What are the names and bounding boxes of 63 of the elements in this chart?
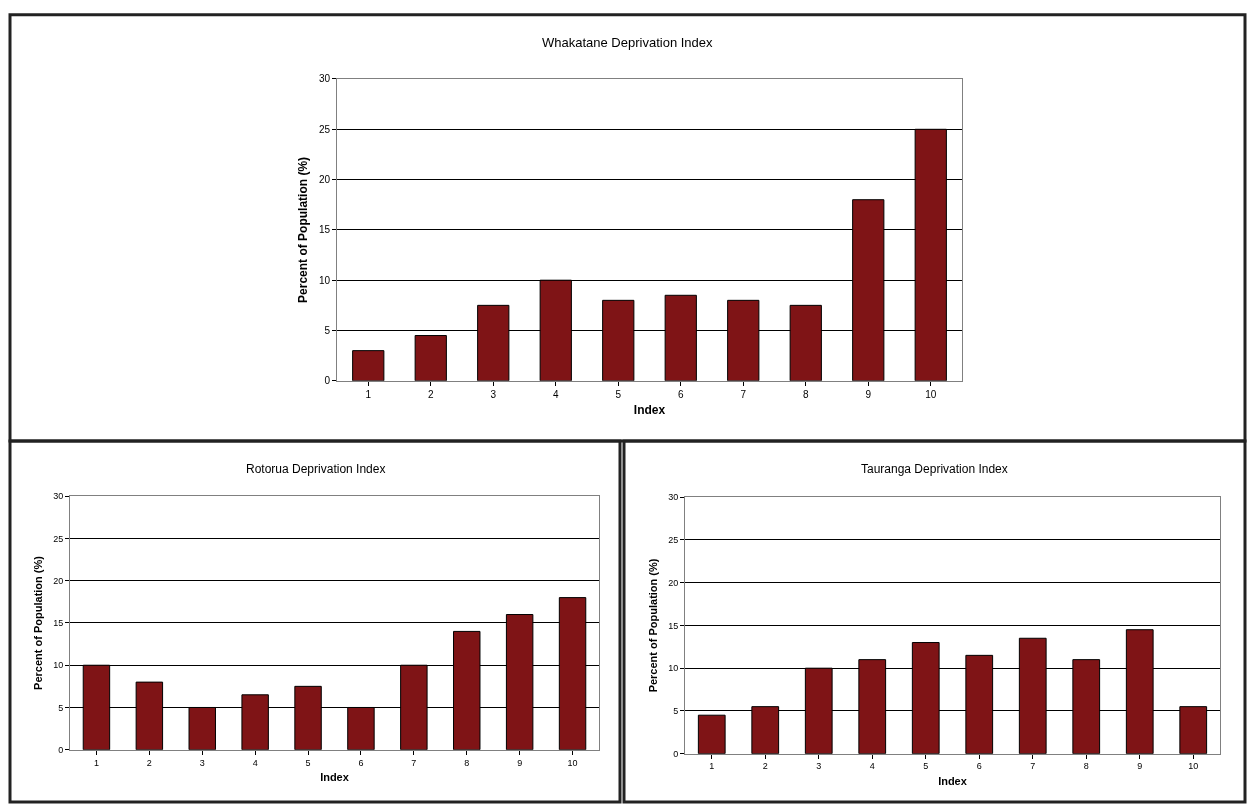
x-tick-label: 5: [923, 761, 929, 772]
bar: [414, 335, 447, 381]
x-axis-title: Index: [633, 402, 666, 417]
y-tick-label: 30: [318, 73, 331, 85]
x-tick-label: 3: [490, 388, 497, 400]
x-tick-label: 9: [865, 388, 872, 400]
y-tick-label: 15: [318, 224, 331, 236]
x-tick-label: 10: [1188, 761, 1199, 772]
y-tick-label: 30: [53, 491, 64, 502]
x-tick-label: 7: [411, 757, 417, 768]
y-tick-label: 15: [668, 620, 679, 631]
x-tick-label: 5: [305, 757, 311, 768]
x-tick-label: 2: [146, 757, 152, 768]
x-axis-title: Index: [320, 770, 350, 783]
y-tick-label: 0: [324, 375, 331, 387]
x-tick-label: 8: [1083, 761, 1089, 772]
y-tick-label: 5: [324, 325, 331, 337]
x-tick-label: 4: [252, 757, 258, 768]
y-tick-label: 20: [668, 577, 679, 588]
x-tick-label: 8: [464, 757, 470, 768]
x-tick-label: 10: [925, 388, 937, 400]
x-tick-label: 6: [677, 388, 684, 400]
x-tick-label: 9: [517, 757, 523, 768]
y-tick-label: 10: [668, 663, 679, 674]
x-tick-label: 5: [615, 388, 622, 400]
x-tick-label: 8: [802, 388, 809, 400]
y-axis-title: Percent of Population (%): [646, 558, 659, 693]
x-tick-label: 10: [567, 757, 578, 768]
chart-title: Rotorua Deprivation Index: [246, 462, 386, 476]
x-tick-label: 2: [762, 761, 768, 772]
x-tick-label: 1: [93, 757, 99, 768]
y-tick-label: 10: [53, 660, 64, 671]
chart-title: Whakatane Deprivation Index: [542, 35, 714, 50]
y-tick-label: 5: [673, 706, 679, 717]
x-axis-title: Index: [938, 774, 968, 787]
x-tick-label: 6: [358, 757, 364, 768]
y-tick-label: 25: [53, 533, 64, 544]
x-tick-label: 1: [709, 761, 715, 772]
x-tick-label: 2: [427, 388, 434, 400]
y-tick-label: 25: [668, 535, 679, 546]
y-tick-label: 30: [668, 492, 679, 503]
x-tick-label: 3: [816, 761, 822, 772]
x-tick-label: 7: [1030, 761, 1036, 772]
x-tick-label: 4: [552, 388, 559, 400]
x-tick-label: 4: [869, 761, 875, 772]
x-tick-label: 9: [1137, 761, 1143, 772]
bar: [697, 714, 726, 754]
x-tick-label: 3: [199, 757, 205, 768]
y-axis-title: Percent of Population (%): [31, 555, 44, 690]
y-tick-label: 15: [53, 618, 64, 629]
y-tick-label: 20: [53, 575, 64, 586]
y-tick-label: 0: [58, 744, 64, 755]
bar: [352, 350, 385, 381]
x-tick-label: 6: [976, 761, 982, 772]
chart-title: Tauranga Deprivation Index: [861, 462, 1008, 476]
y-tick-label: 5: [58, 702, 64, 713]
y-tick-label: 10: [318, 274, 331, 286]
x-tick-label: 1: [365, 388, 372, 400]
y-tick-label: 20: [318, 174, 331, 186]
x-tick-label: 7: [740, 388, 747, 400]
y-axis-title: Percent of Population (%): [296, 156, 311, 303]
y-tick-label: 25: [318, 123, 331, 135]
y-tick-label: 0: [673, 748, 679, 759]
